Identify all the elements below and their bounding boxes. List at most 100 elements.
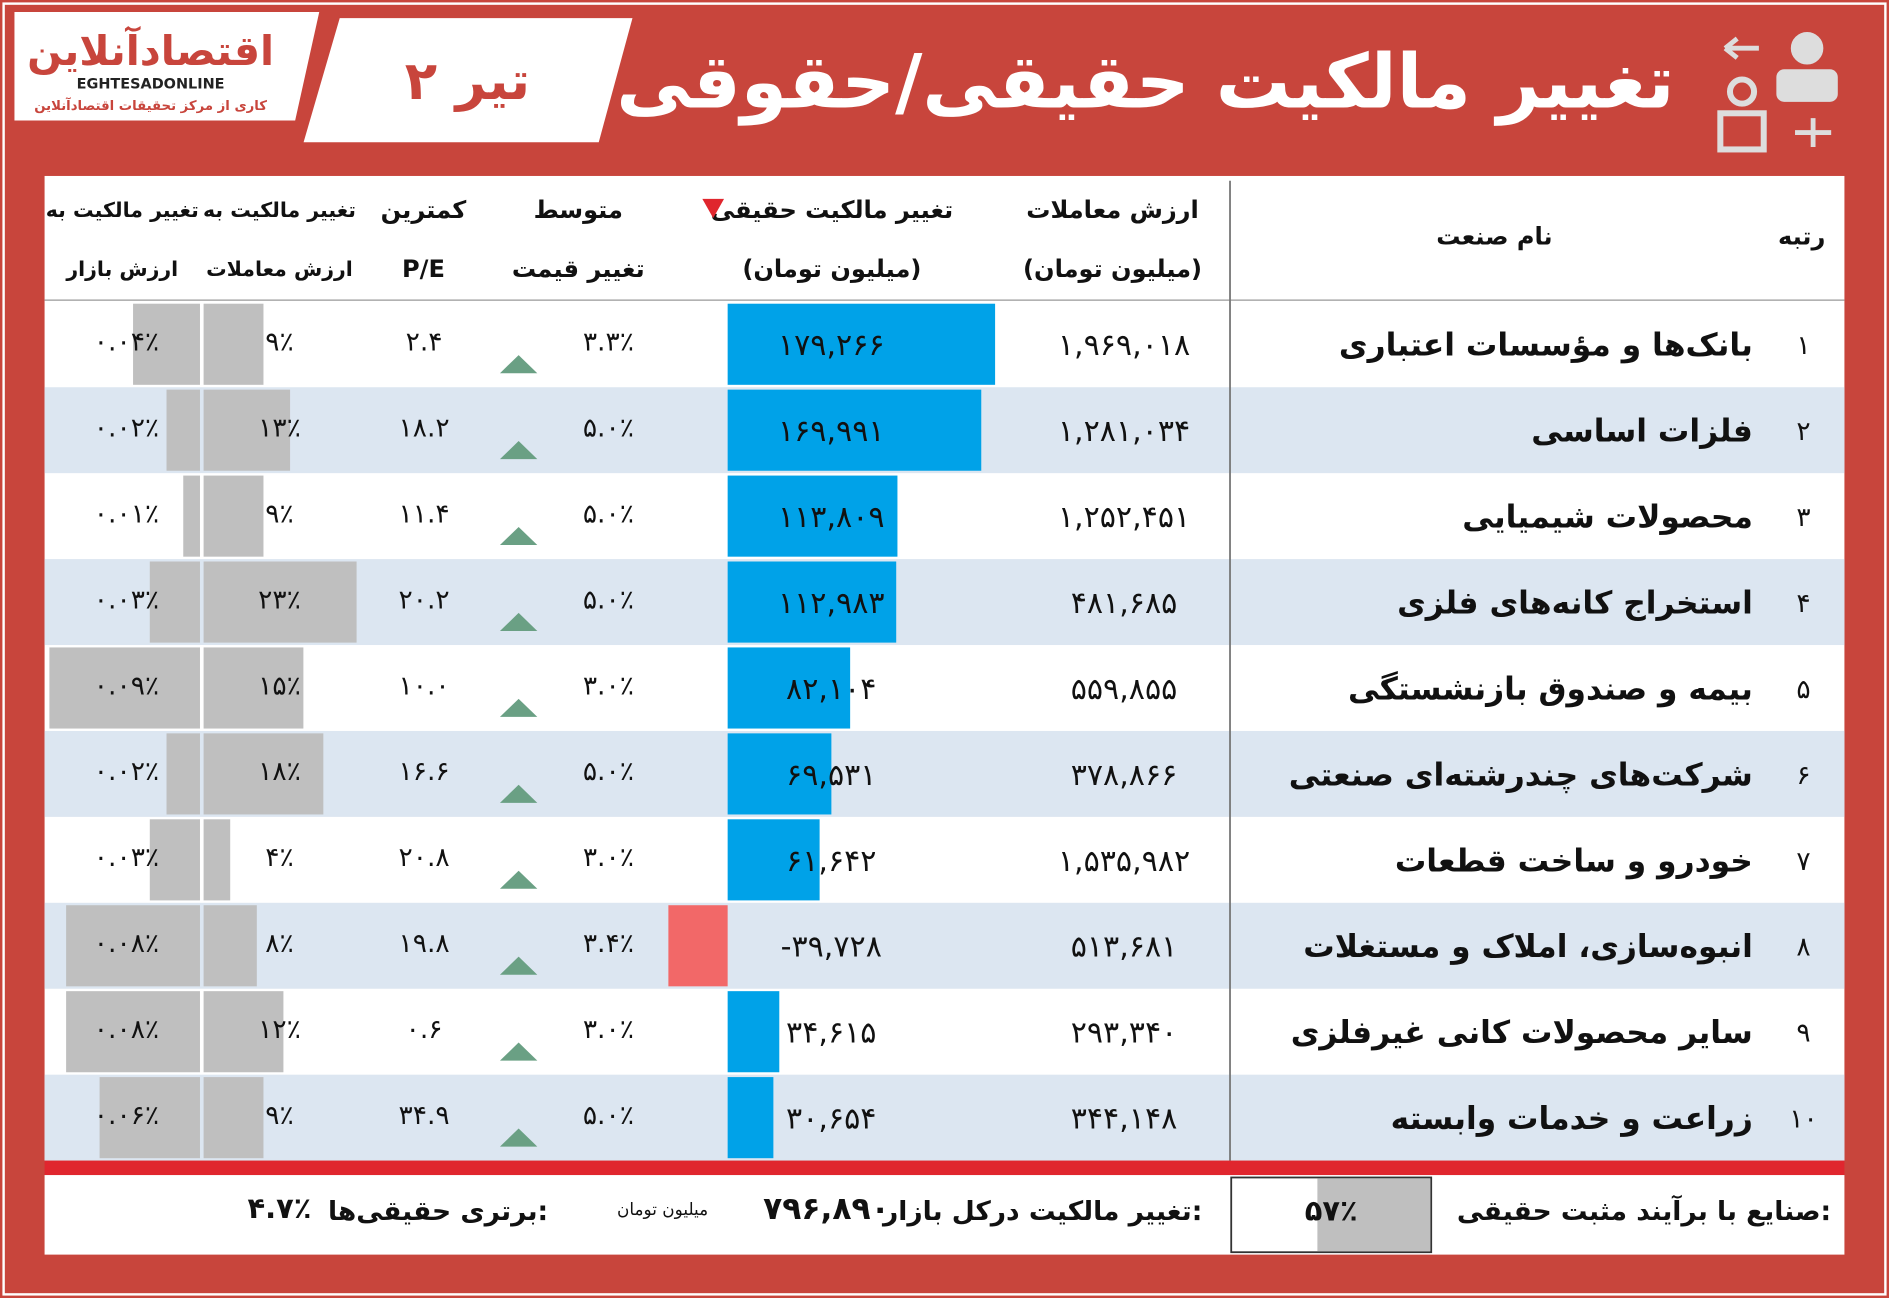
pe: ۲۰.۲ [399, 584, 450, 615]
logo: اقتصادآنلاین [27, 26, 274, 75]
pe: ۱۸.۲ [399, 412, 450, 443]
data-bar [1317, 1178, 1431, 1251]
industry-name: استخراج کانه‌های فلزی [1397, 585, 1753, 621]
rank: ۸ [1796, 932, 1810, 963]
icon [1717, 31, 1838, 153]
data-bar [727, 389, 982, 471]
data-bar [149, 561, 200, 643]
real-change: ۱۱۲,۹۸۳ [778, 586, 885, 621]
market-ratio: ۰.۰۳٪ [94, 842, 159, 873]
column-header: تغییر مالکیت حقیقی [711, 196, 953, 224]
rank: ۷ [1796, 846, 1810, 877]
price-change: ۳.۰٪ [583, 1014, 634, 1045]
positive-label: صنایع با برآیند مثبت حقیقی: [1457, 1194, 1831, 1227]
up-arrow [499, 870, 538, 889]
data-bar [66, 905, 200, 987]
industry-name: سایر محصولات کانی غیرفلزی [1291, 1015, 1753, 1051]
up-arrow [499, 441, 538, 460]
trade-ratio: ۲۳٪ [258, 584, 301, 615]
advantage-label: برتری حقیقی‌ها: [328, 1196, 548, 1227]
data-bar [203, 991, 284, 1073]
logo-caption: کاری از مرکز تحقیقات اقتصادآنلاین [34, 97, 267, 114]
data-bar [727, 1077, 774, 1159]
data-bar [203, 733, 324, 815]
real-change: -۳۹,۷۲۸ [781, 930, 882, 965]
trade-ratio: ۱۵٪ [258, 670, 301, 701]
data-bar [166, 733, 200, 815]
data-bar [727, 475, 898, 557]
industry-name: زراعت و خدمات وابسته [1391, 1101, 1753, 1137]
column-header: متوسط [534, 196, 623, 224]
real-change: ۱۷۹,۲۶۶ [778, 328, 885, 363]
real-change: ۳۴,۶۱۵ [786, 1016, 876, 1051]
trade-value: ۳۷۸,۸۶۶ [1071, 758, 1178, 793]
real-change: ۱۱۳,۸۰۹ [778, 500, 885, 535]
trade-value: ۴۸۱,۶۸۵ [1071, 586, 1178, 621]
rank: ۱ [1796, 330, 1810, 361]
trade-ratio: ۸٪ [265, 928, 293, 959]
price-change: ۵.۰٪ [583, 756, 634, 787]
column-header: تغییر مالکیت به [203, 198, 356, 222]
market-ratio: ۰.۰۲٪ [94, 756, 159, 787]
trade-ratio: ۴٪ [265, 842, 293, 873]
real-change: ۸۲,۱۰۴ [786, 672, 876, 707]
market-ratio: ۰.۰۴٪ [94, 327, 159, 358]
data-bar [49, 647, 200, 729]
price-change: ۳.۰٪ [583, 670, 634, 701]
market-ratio: ۰.۰۲٪ [94, 412, 159, 443]
price-change: ۵.۰٪ [583, 1100, 634, 1131]
up-arrow [499, 1128, 538, 1147]
trade-value: ۱,۵۳۵,۹۸۲ [1058, 844, 1190, 879]
row-band [44, 730, 1845, 817]
row-band [44, 1074, 1845, 1161]
title: تغییر مالکیت حقیقی/حقوقی [616, 38, 1674, 126]
data-bar [66, 991, 200, 1073]
rank: ۲ [1796, 416, 1810, 447]
up-arrow [499, 526, 538, 546]
data-bar [166, 389, 200, 471]
logo-latin: EGHTESADONLINE [77, 76, 225, 92]
market-ratio: ۰.۰۱٪ [94, 498, 159, 529]
column-header: نام صنعت [1436, 222, 1552, 250]
pe: ۱۹.۸ [399, 928, 450, 959]
column-header: (میلیون تومان) [1023, 255, 1202, 283]
real-change: ۳۰,۶۵۴ [786, 1102, 876, 1137]
data-bar [668, 905, 728, 987]
rank: ۱۰ [1789, 1104, 1817, 1135]
date-box [303, 18, 633, 143]
trade-value: ۱,۲۸۱,۰۳۴ [1058, 414, 1190, 449]
data-bar [203, 905, 257, 987]
data-bar [133, 303, 200, 385]
column-header: ارزش معاملات [1026, 196, 1198, 224]
price-change: ۵.۰٪ [583, 584, 634, 615]
trade-value: ۵۵۹,۸۵۵ [1071, 672, 1178, 707]
market-ratio: ۰.۰۶٪ [94, 1100, 159, 1131]
trade-ratio: ۱۳٪ [258, 412, 301, 443]
row-band [44, 902, 1845, 989]
up-arrow [499, 784, 538, 803]
column-header: P/E [402, 255, 445, 283]
trade-value: ۵۱۳,۶۸۱ [1071, 930, 1178, 965]
column-header: ارزش معاملات [206, 257, 353, 281]
pe: ۲.۴ [406, 327, 443, 358]
data-bar [183, 475, 200, 557]
pe: ۰.۶ [406, 1014, 443, 1045]
trade-ratio: ۹٪ [265, 498, 293, 529]
real-change: ۶۱,۶۴۲ [786, 844, 876, 879]
data-bar [203, 819, 231, 901]
up-arrow [499, 612, 538, 631]
data-bar [727, 303, 996, 385]
column-header: تغییر قیمت [512, 255, 645, 283]
positive-value: ۵۷٪ [1305, 1193, 1358, 1227]
data-bar [203, 1077, 264, 1159]
industry-name: فلزات اساسی [1531, 414, 1753, 450]
data-bar [727, 561, 897, 643]
total-unit: میلیون تومان [617, 1199, 708, 1219]
data-bar [203, 303, 264, 385]
trade-value: ۳۴۴,۱۴۸ [1071, 1102, 1178, 1137]
industry-name: خودرو و ساخت قطعات [1395, 843, 1753, 879]
industry-name: بانک‌ها و مؤسسات اعتباری [1339, 328, 1753, 364]
industry-name: شرکت‌های چندرشته‌ای صنعتی [1289, 757, 1753, 793]
total-label: تغییر مالکیت درکل بازار: [881, 1196, 1202, 1227]
data-bar [99, 1077, 200, 1159]
